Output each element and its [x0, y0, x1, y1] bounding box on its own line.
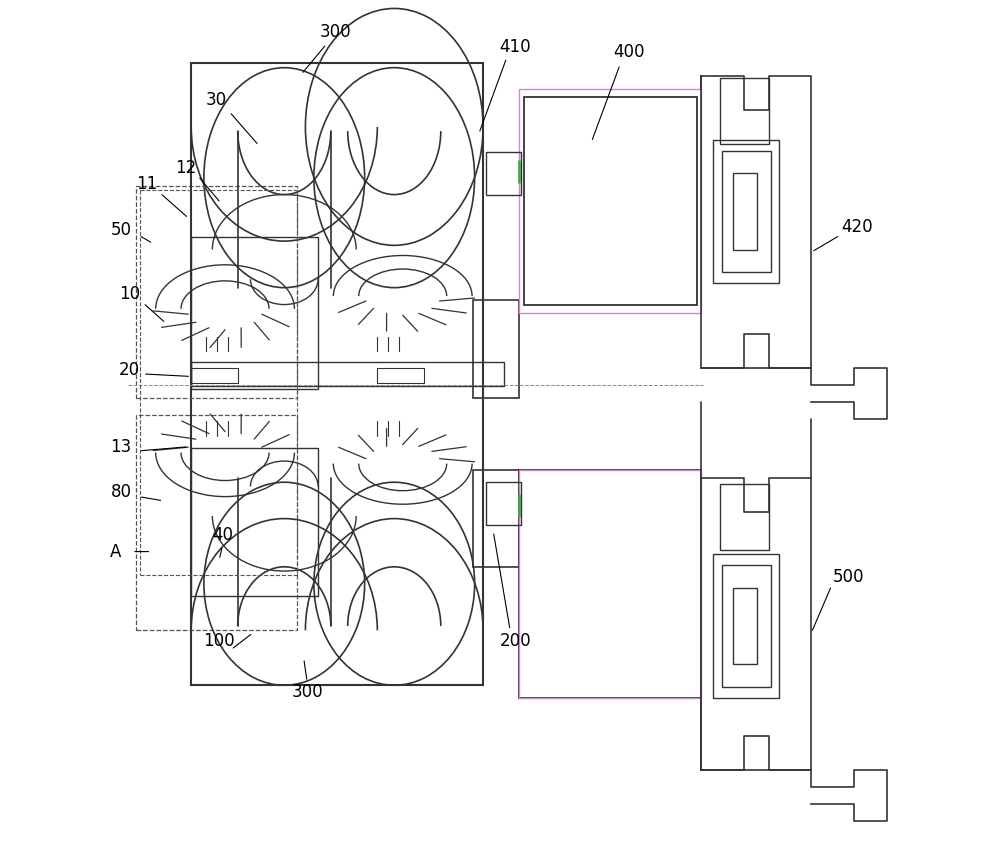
Bar: [486, 152, 521, 195]
Bar: [377, 368, 424, 383]
Bar: [191, 368, 238, 383]
Text: 12: 12: [175, 158, 196, 177]
Text: A: A: [109, 542, 121, 561]
Bar: [733, 173, 757, 250]
Bar: [733, 588, 757, 664]
Text: 80: 80: [110, 483, 131, 502]
Text: 400: 400: [613, 43, 644, 62]
Bar: [136, 186, 297, 398]
Text: 420: 420: [841, 217, 873, 236]
Bar: [191, 362, 504, 386]
Bar: [720, 78, 769, 144]
Text: 30: 30: [206, 91, 227, 109]
Bar: [519, 470, 701, 698]
Text: 20: 20: [119, 360, 140, 379]
Text: 300: 300: [319, 23, 351, 41]
Bar: [524, 97, 697, 305]
Bar: [519, 470, 701, 698]
Bar: [720, 484, 769, 550]
Text: 500: 500: [833, 568, 864, 586]
Text: 200: 200: [499, 632, 531, 651]
Text: 13: 13: [110, 437, 132, 456]
Bar: [519, 89, 701, 313]
Bar: [722, 151, 771, 272]
Bar: [486, 482, 521, 525]
Text: 300: 300: [291, 683, 323, 701]
Text: 10: 10: [119, 285, 140, 304]
Text: 410: 410: [499, 37, 531, 56]
Bar: [136, 415, 297, 630]
Bar: [191, 448, 318, 596]
Bar: [191, 63, 483, 685]
Bar: [473, 300, 519, 398]
Text: 11: 11: [136, 175, 157, 194]
Text: 100: 100: [203, 632, 235, 651]
Bar: [713, 140, 779, 283]
Bar: [722, 565, 771, 687]
Bar: [473, 470, 519, 567]
Bar: [191, 237, 318, 389]
Text: 50: 50: [110, 221, 131, 239]
Text: 40: 40: [212, 525, 233, 544]
Bar: [713, 554, 779, 698]
